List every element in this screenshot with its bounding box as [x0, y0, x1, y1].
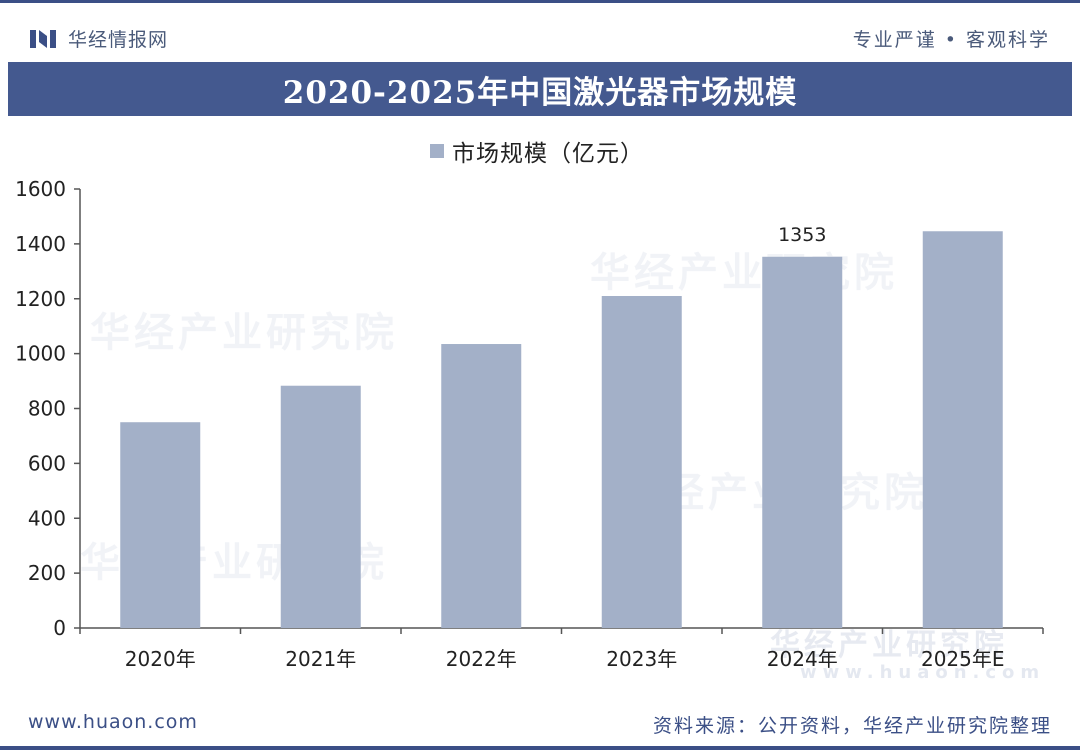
data-label: 1353	[778, 224, 826, 246]
legend-swatch	[430, 144, 444, 158]
brand: 华经情报网	[30, 25, 168, 52]
x-tick-label: 2025年E	[921, 647, 1005, 671]
y-tick-label: 1400	[15, 232, 66, 256]
chart-title: 2020-2025年中国激光器市场规模	[8, 62, 1072, 116]
y-tick-label: 800	[28, 397, 66, 421]
bar	[120, 422, 201, 628]
x-tick-label: 2020年	[125, 647, 196, 671]
legend: 市场规模（亿元）	[430, 134, 644, 168]
y-tick-label: 600	[28, 451, 66, 475]
slogan: 专业严谨 • 客观科学	[852, 29, 1050, 51]
y-tick-label: 400	[28, 506, 66, 530]
y-tick-label: 1000	[15, 342, 66, 366]
footer-url: www.huaon.com	[28, 711, 198, 733]
top-header: 华经情报网 专业严谨 • 客观科学	[0, 0, 1080, 62]
x-tick-label: 2021年	[285, 647, 356, 671]
y-tick-label: 0	[53, 616, 66, 640]
brand-name: 华经情报网	[68, 29, 169, 51]
x-tick-label: 2023年	[606, 647, 677, 671]
bar	[441, 344, 522, 628]
bar	[601, 296, 682, 628]
y-tick-label: 1600	[15, 177, 66, 201]
footer: www.huaon.com 资料来源：公开资料，华经产业研究院整理	[0, 697, 1080, 750]
x-tick-label: 2022年	[446, 647, 517, 671]
bar	[922, 231, 1003, 628]
bar	[280, 385, 361, 628]
bar	[762, 256, 843, 628]
logo-icon	[30, 29, 56, 48]
x-tick-label: 2024年	[767, 647, 838, 671]
y-tick-label: 200	[28, 561, 66, 585]
footer-source: 资料来源：公开资料，华经产业研究院整理	[652, 715, 1052, 737]
legend-label: 市场规模（亿元）	[452, 141, 644, 167]
y-tick-label: 1200	[15, 287, 66, 311]
